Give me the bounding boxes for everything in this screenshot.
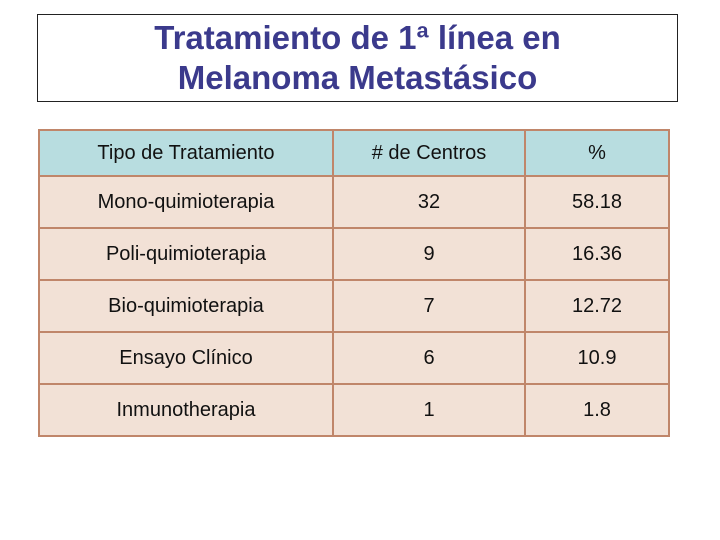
cell-percent: 1.8 <box>524 383 670 437</box>
cell-center-count: 6 <box>332 331 526 385</box>
cell-center-count: 1 <box>332 383 526 437</box>
cell-treatment-type: Ensayo Clínico <box>38 331 334 385</box>
cell-percent: 12.72 <box>524 279 670 333</box>
slide-title-line-2: Melanoma Metastásico <box>177 59 538 96</box>
slide-title-box: Tratamiento de 1ª línea en Melanoma Meta… <box>37 14 678 102</box>
table-row: Ensayo Clínico 6 10.9 <box>38 331 670 385</box>
table-header-row: Tipo de Tratamiento # de Centros % <box>38 129 670 177</box>
header-center-count: # de Centros <box>332 129 526 177</box>
cell-treatment-type: Poli-quimioterapia <box>38 227 334 281</box>
cell-treatment-type: Bio-quimioterapia <box>38 279 334 333</box>
table-row: Bio-quimioterapia 7 12.72 <box>38 279 670 333</box>
cell-percent: 58.18 <box>524 175 670 229</box>
header-treatment-type: Tipo de Tratamiento <box>38 129 334 177</box>
cell-percent: 10.9 <box>524 331 670 385</box>
header-percent: % <box>524 129 670 177</box>
slide-title-line-1: Tratamiento de 1ª línea en <box>154 19 561 56</box>
cell-center-count: 32 <box>332 175 526 229</box>
table-row: Inmunotherapia 1 1.8 <box>38 383 670 437</box>
treatment-table: Tipo de Tratamiento # de Centros % Mono-… <box>38 129 670 437</box>
cell-treatment-type: Mono-quimioterapia <box>38 175 334 229</box>
cell-center-count: 9 <box>332 227 526 281</box>
table-row: Poli-quimioterapia 9 16.36 <box>38 227 670 281</box>
cell-percent: 16.36 <box>524 227 670 281</box>
cell-treatment-type: Inmunotherapia <box>38 383 334 437</box>
cell-center-count: 7 <box>332 279 526 333</box>
table-row: Mono-quimioterapia 32 58.18 <box>38 175 670 229</box>
